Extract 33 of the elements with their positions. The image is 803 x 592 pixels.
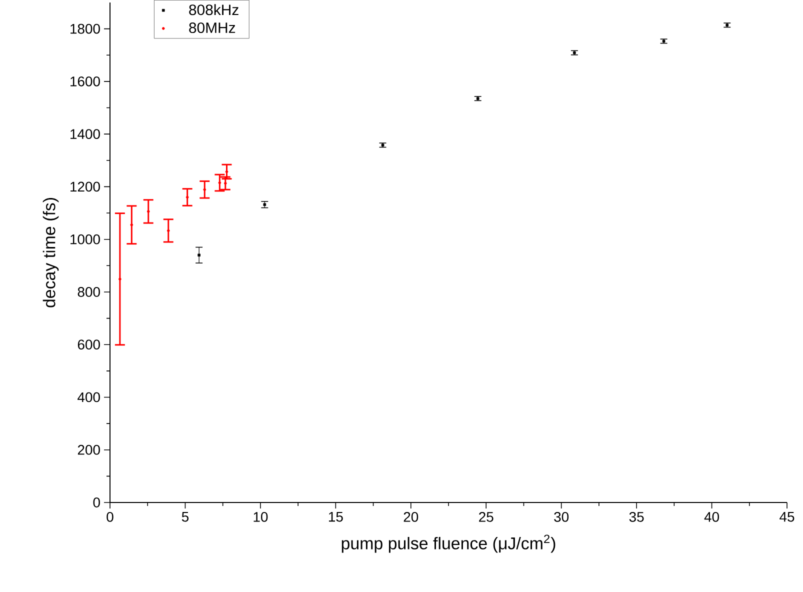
y-tick-label: 1000 — [70, 234, 100, 244]
legend-label: 808kHz — [189, 4, 238, 15]
y-tick-label: 1200 — [70, 182, 100, 192]
x-tick-label: 5 — [182, 512, 189, 522]
x-tick-label: 35 — [629, 512, 644, 522]
y-tick-label: 1400 — [70, 128, 100, 139]
x-tick-label: 25 — [479, 512, 494, 522]
point — [130, 223, 134, 226]
point — [224, 182, 227, 184]
y-tick-label: 600 — [78, 339, 100, 350]
x-tick-label: 0 — [106, 512, 114, 522]
point — [146, 210, 150, 213]
x-tick-label: 15 — [328, 512, 343, 522]
y-tick-label: 400 — [78, 392, 100, 402]
x-tick-label: 45 — [780, 512, 794, 522]
x-tick-label: 20 — [404, 512, 418, 522]
y-tick-label: 200 — [78, 444, 100, 455]
y-tick-label: 0 — [93, 497, 100, 508]
x-tick-label: 40 — [704, 512, 719, 522]
y-tick-label: 800 — [78, 286, 100, 297]
point — [166, 229, 170, 232]
y-tick-label: 1800 — [70, 24, 100, 34]
point — [225, 170, 228, 173]
x-tick-label: 10 — [254, 512, 268, 522]
point — [198, 253, 200, 256]
x-tick-label: 30 — [554, 512, 569, 522]
point — [186, 196, 189, 198]
point — [203, 188, 206, 191]
legend-label: 80MHz — [189, 22, 236, 33]
point — [218, 181, 222, 184]
y-tick-label: 1600 — [70, 76, 100, 86]
x-axis-title: pump pulse fluence (μJ/cm$^{2}$) — [342, 534, 556, 552]
y-axis-title: decay time (fs) — [42, 198, 59, 308]
